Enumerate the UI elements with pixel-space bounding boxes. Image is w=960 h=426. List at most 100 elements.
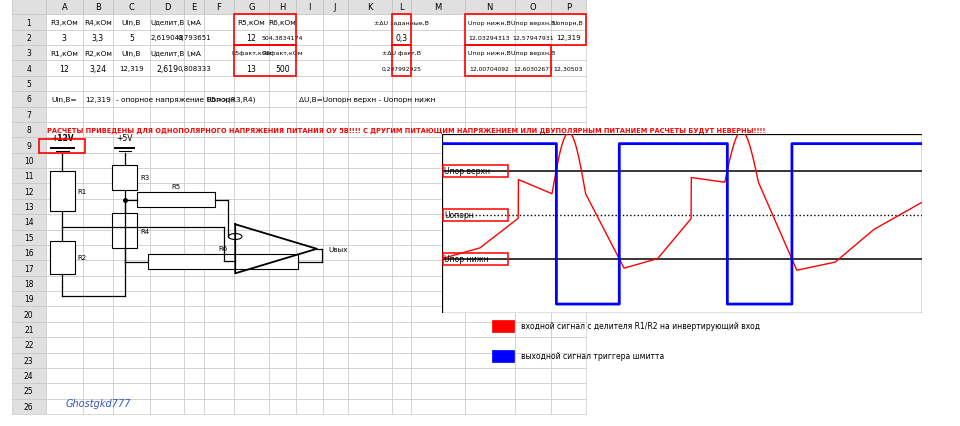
Bar	[296, 230, 323, 245]
Bar	[392, 307, 411, 322]
Text: R3,кОм: R3,кОм	[51, 20, 78, 26]
Bar	[465, 368, 515, 383]
Text: Uделит,B: Uделит,B	[150, 51, 184, 57]
Text: Uin,B: Uin,B	[122, 51, 141, 57]
Text: K: K	[367, 3, 372, 12]
Bar	[348, 307, 392, 322]
Bar	[46, 230, 83, 245]
Bar	[150, 383, 184, 399]
Bar	[323, 399, 348, 414]
Text: I: I	[308, 3, 310, 12]
Bar	[551, 31, 586, 46]
Bar	[323, 199, 348, 215]
Bar	[204, 245, 234, 261]
Text: 17: 17	[24, 264, 34, 273]
Bar	[392, 337, 411, 353]
Text: ΔU,B=Uопорн верхн - Uопорн нижн: ΔU,B=Uопорн верхн - Uопорн нижн	[299, 97, 435, 103]
Bar	[492, 320, 514, 332]
Bar	[515, 153, 551, 169]
Bar	[348, 322, 392, 337]
Bar	[348, 123, 392, 138]
Bar	[12, 199, 46, 215]
Text: Uпор нижн: Uпор нижн	[444, 255, 489, 264]
Bar	[348, 383, 392, 399]
Bar	[323, 153, 348, 169]
Text: N: N	[487, 3, 492, 12]
Bar	[323, 184, 348, 199]
Bar	[411, 153, 465, 169]
Bar	[269, 383, 296, 399]
Bar	[184, 31, 204, 46]
Bar	[113, 15, 150, 31]
Bar	[184, 261, 204, 276]
Text: 12,03294313: 12,03294313	[468, 36, 511, 41]
Bar	[184, 230, 204, 245]
Bar	[150, 307, 184, 322]
Bar	[234, 15, 269, 31]
Bar	[113, 322, 150, 337]
Bar	[323, 276, 348, 291]
Bar	[296, 291, 323, 307]
Text: I,мА: I,мА	[186, 20, 202, 26]
Bar	[150, 230, 184, 245]
Bar	[515, 322, 551, 337]
Bar	[83, 46, 113, 61]
Bar	[411, 0, 465, 15]
Bar	[515, 31, 551, 46]
Text: R5>>(R3,R4): R5>>(R3,R4)	[206, 96, 256, 103]
Bar	[184, 77, 204, 92]
Bar	[234, 368, 269, 383]
Bar	[392, 368, 411, 383]
Bar	[12, 261, 46, 276]
Text: 19: 19	[24, 294, 34, 304]
Bar	[323, 15, 348, 31]
Bar	[184, 199, 204, 215]
Bar	[411, 337, 465, 353]
Bar	[204, 15, 234, 31]
Bar	[83, 31, 113, 46]
Bar	[269, 169, 296, 184]
Bar	[296, 138, 323, 153]
Text: Uпор верхн,B: Uпор верхн,B	[511, 51, 555, 56]
Bar	[83, 368, 113, 383]
Bar	[113, 169, 150, 184]
Bar	[113, 215, 150, 230]
Bar	[150, 92, 184, 107]
Bar	[113, 245, 150, 261]
Bar	[323, 368, 348, 383]
Bar	[184, 322, 204, 337]
Text: Uin,B: Uin,B	[122, 20, 141, 26]
Bar	[113, 92, 150, 107]
Bar	[113, 77, 150, 92]
Bar	[83, 245, 113, 261]
Bar	[296, 322, 323, 337]
Bar	[184, 92, 204, 107]
Bar	[150, 107, 184, 123]
Bar	[269, 61, 296, 77]
Bar	[515, 368, 551, 383]
Bar	[296, 15, 323, 31]
Bar	[551, 383, 586, 399]
Text: Uопорн,B: Uопорн,B	[553, 20, 584, 26]
Bar	[184, 153, 204, 169]
Bar	[269, 399, 296, 414]
Bar	[465, 199, 515, 215]
Bar	[392, 46, 411, 61]
Bar	[348, 353, 392, 368]
Bar	[113, 261, 150, 276]
Text: R2,кОм: R2,кОм	[84, 51, 112, 57]
Bar	[392, 0, 411, 15]
Bar	[46, 368, 83, 383]
Bar	[150, 15, 184, 31]
Bar	[411, 46, 465, 61]
Bar	[411, 307, 465, 322]
Bar	[150, 0, 184, 15]
Bar	[269, 261, 296, 276]
Bar	[515, 337, 551, 353]
Bar	[465, 92, 515, 107]
Text: 6: 6	[26, 95, 32, 104]
Bar	[269, 353, 296, 368]
Bar	[150, 261, 184, 276]
Text: 11: 11	[24, 172, 34, 181]
Text: R1: R1	[78, 189, 87, 195]
